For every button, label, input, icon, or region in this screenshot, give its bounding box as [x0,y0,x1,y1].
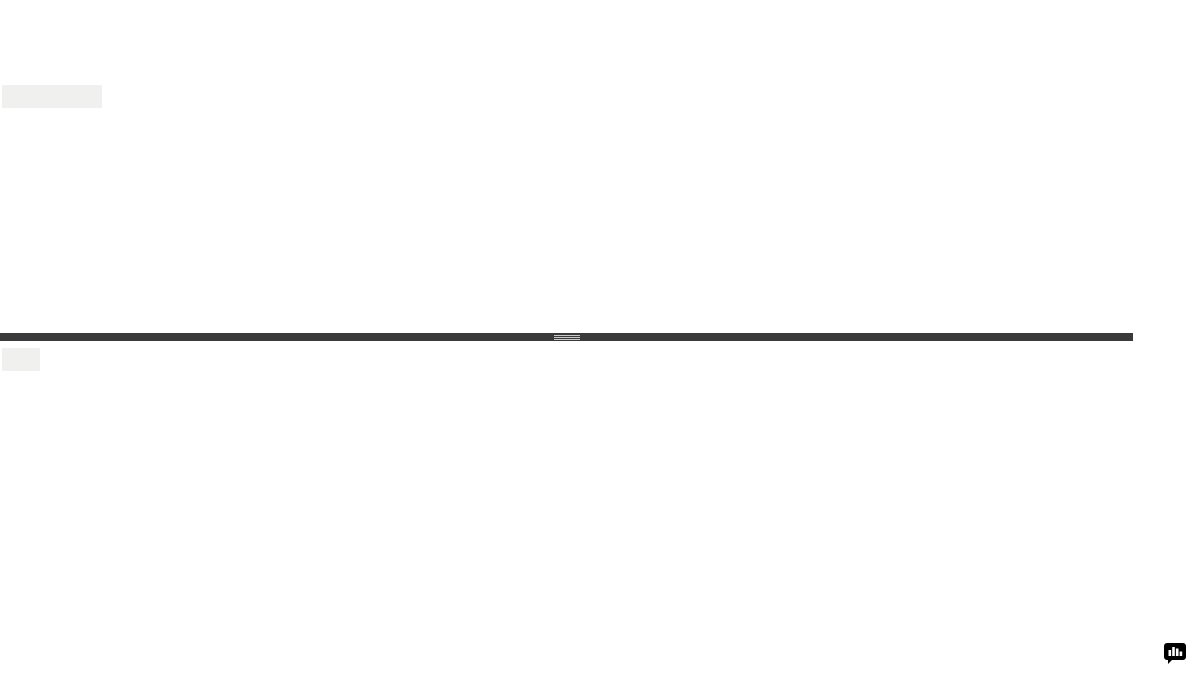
legend-item-dollar-yen [34,90,52,103]
bloomberg-brand [1157,643,1186,664]
bloomberg-terminal-icon [1164,643,1186,664]
legend-item-dollar-won [74,90,92,103]
splitter-grip-icon [553,338,580,340]
bottom-chart-legend [2,348,40,371]
policy-rate-swatch-icon [12,353,25,366]
top-chart-legend [2,85,102,108]
dollar-won-swatch-icon [74,90,87,103]
legend-item-policy-rate [12,353,30,366]
pane-splitter[interactable] [0,333,1133,341]
dollar-yen-swatch-icon [34,90,47,103]
splitter-grip-icon [553,334,580,336]
splitter-grip-icon [553,336,580,338]
